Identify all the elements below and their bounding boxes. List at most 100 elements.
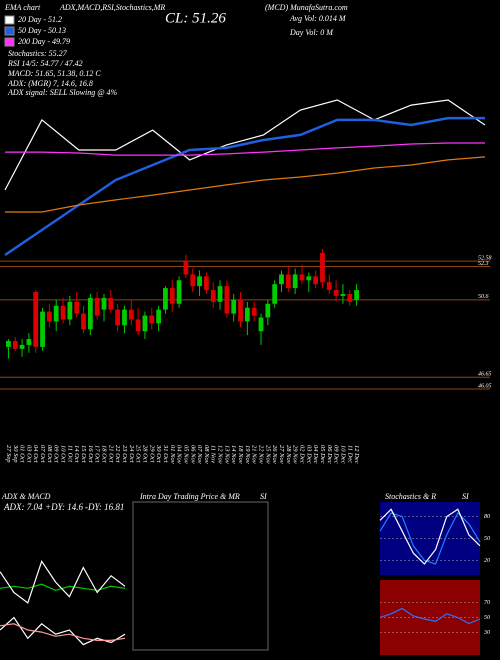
x-tick-label: 12 Nov <box>217 445 224 464</box>
annotation: ADX signal: SELL Slowing @ 4% <box>7 88 118 97</box>
x-tick-label: 24 Oct <box>128 445 135 463</box>
y-tick-label: 20 <box>484 558 490 564</box>
x-tick-label: 02 Dec <box>298 445 305 464</box>
candle-body <box>251 307 257 316</box>
candle-body <box>74 301 80 314</box>
candle-body <box>210 290 216 302</box>
candle-body <box>81 313 86 330</box>
x-tick-label: 30 Oct <box>155 444 162 463</box>
x-tick-label: 16 Oct <box>87 445 94 463</box>
x-tick-label: 22 Oct <box>114 445 121 463</box>
candle-body <box>101 297 107 310</box>
legend-label: 20 Day - 51.2 <box>18 15 62 24</box>
candle-body <box>265 303 271 318</box>
candle-body <box>176 280 182 304</box>
candle-body <box>340 293 346 296</box>
candle-body <box>354 290 359 300</box>
annotation: RSI 14/5: 54.77 / 47.42 <box>7 59 83 68</box>
candle-body <box>135 319 141 332</box>
candle-body <box>244 307 250 322</box>
candle-body <box>128 309 134 320</box>
candle-body <box>40 311 45 347</box>
annotation: Stochastics: 55.27 <box>8 49 68 58</box>
candle-body <box>122 309 127 326</box>
x-tick-label: 12 Dec <box>353 445 360 464</box>
candle-body <box>67 301 73 320</box>
candle-body <box>224 286 230 314</box>
candle-body <box>272 284 278 304</box>
chart-title: EMA chart <box>4 3 41 12</box>
level-label: 50.6 <box>478 294 489 300</box>
x-tick-label: 14 Nov <box>230 445 237 464</box>
x-tick-label: 09 Dec <box>333 445 340 464</box>
x-tick-label: 10 Dec <box>339 445 346 464</box>
x-tick-label: 31 Oct <box>162 444 169 463</box>
candle-body <box>60 305 66 320</box>
x-tick-label: 14 Oct <box>73 445 80 463</box>
legend-swatch <box>4 37 15 47</box>
x-tick-label: 28 Nov <box>285 445 292 464</box>
x-tick-label: 01 Oct <box>19 445 26 463</box>
legend-swatch <box>4 15 15 25</box>
candle-body <box>285 274 291 289</box>
candle-body <box>142 315 148 332</box>
series-line <box>4 116 485 257</box>
x-tick-label: 22 Nov <box>258 445 265 464</box>
x-tick-label: 04 Dec <box>312 445 319 464</box>
x-tick-label: 04 Nov <box>176 445 183 464</box>
x-tick-label: 21 Oct <box>107 445 114 463</box>
candle-body <box>163 288 168 310</box>
x-tick-label: 29 Oct <box>148 445 155 463</box>
x-tick-label: 11 Nov <box>210 445 217 463</box>
candle-body <box>333 290 339 296</box>
panel-title: Stochastics & R <box>385 492 436 501</box>
x-tick-label: 18 Nov <box>237 445 244 464</box>
candle-body <box>347 293 353 302</box>
x-tick-label: 09 Oct <box>53 445 60 463</box>
x-tick-label: 11 Dec <box>346 445 353 463</box>
candle-body <box>183 260 189 275</box>
candle-body <box>204 276 209 291</box>
candle-body <box>320 252 325 283</box>
candle-body <box>6 341 11 347</box>
x-tick-label: 17 Oct <box>94 445 101 463</box>
x-tick-label: 06 Dec <box>326 445 333 464</box>
x-tick-label: 30 Sep <box>12 444 19 463</box>
annotation: MACD: 51.65, 51.38, 0.12 C <box>7 69 101 78</box>
x-tick-label: 03 Oct <box>25 445 32 463</box>
legend-label: 50 Day - 50.13 <box>18 26 66 35</box>
x-tick-label: 19 Nov <box>244 445 251 464</box>
panel-title: ADX & MACD <box>1 492 51 501</box>
level-label: 52.58 <box>478 255 492 261</box>
series-line <box>5 156 486 213</box>
series-line <box>5 142 485 156</box>
x-tick-label: 05 Nov <box>182 445 189 464</box>
candle-body <box>217 286 223 302</box>
y-tick-label: 70 <box>484 600 490 606</box>
x-tick-label: 29 Nov <box>292 445 299 464</box>
x-tick-label: 08 Nov <box>203 445 210 464</box>
series-line <box>0 623 126 641</box>
legend-swatch <box>4 26 15 36</box>
series-line <box>379 607 481 625</box>
x-tick-label: 05 Dec <box>319 445 326 464</box>
x-tick-label: 25 Nov <box>264 445 271 464</box>
panel-subtitle: SI <box>260 492 267 501</box>
series-line <box>0 583 126 592</box>
x-tick-label: 04 Oct <box>32 445 39 463</box>
annotation: CL: 51.26 <box>165 10 226 26</box>
annotation: +DY: 14.6 <box>45 502 83 512</box>
x-tick-label: 23 Oct <box>121 445 128 463</box>
series-line <box>4 99 486 191</box>
x-tick-label: 08 Oct <box>46 445 53 463</box>
annotation: Day Vol: 0 M <box>289 28 334 37</box>
candle-body <box>313 276 319 285</box>
candle-body <box>115 309 121 326</box>
series-line <box>379 508 481 565</box>
candle-body <box>231 299 237 314</box>
candle-body <box>292 274 298 289</box>
x-tick-label: 26 Nov <box>271 445 278 464</box>
intraday-frame <box>132 501 269 651</box>
